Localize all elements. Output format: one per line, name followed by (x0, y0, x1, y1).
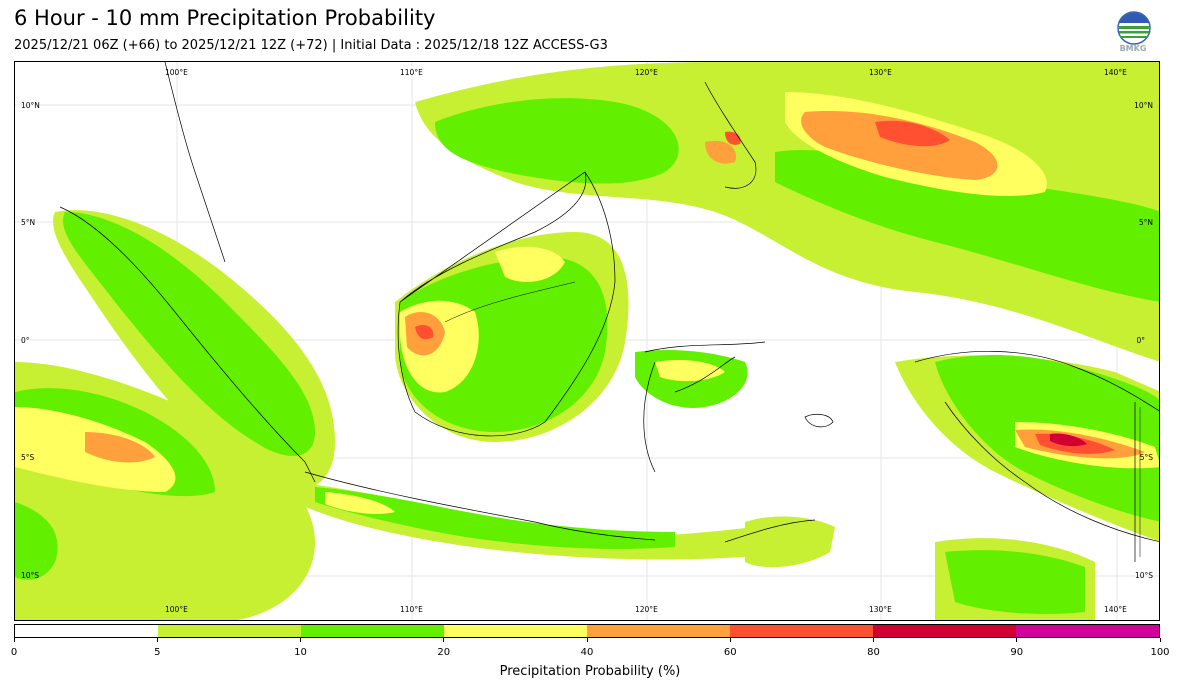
colorbar-segment (301, 625, 444, 637)
colorbar-tick-label: 40 (580, 647, 594, 658)
colorbar-tick-mark (156, 638, 158, 642)
colorbar-tick-mark (13, 638, 15, 642)
colorbar-tick-mark (586, 638, 588, 642)
chart-subtitle: 2025/12/21 06Z (+66) to 2025/12/21 12Z (… (14, 38, 608, 53)
precip-10-20-areas (15, 98, 1159, 614)
lat-label-left: 0° (21, 336, 30, 345)
coastlines (59, 62, 1159, 562)
colorbar-tick-label: 10 (294, 647, 307, 658)
colorbar-tick-label: 0 (10, 647, 18, 658)
colorbar-segment (444, 625, 587, 637)
colorbar-tick-mark (873, 638, 874, 642)
lat-label-right: 0° (1136, 336, 1145, 345)
lon-label-top: 140°E (1104, 68, 1127, 77)
lon-label-top: 100°E (165, 68, 188, 77)
colorbar-tick-label: 5 (154, 647, 161, 658)
country-borders (444, 281, 1141, 557)
colorbar-tick-mark (729, 638, 731, 642)
lat-label-right: 5°N (1138, 218, 1153, 227)
lon-label-bottom: 140°E (1104, 605, 1127, 614)
colorbar-tick-mark (1159, 638, 1161, 642)
lon-label-bottom: 110°E (400, 605, 423, 614)
colorbar-segment (873, 625, 1016, 637)
precip-80-90-areas (1050, 433, 1087, 447)
lon-label-bottom: 100°E (165, 605, 188, 614)
bmkg-logo-icon (1117, 11, 1151, 45)
colorbar-tick-label: 100 (1150, 647, 1170, 658)
lat-label-left: 10°N (21, 101, 40, 110)
colorbar-segment (15, 625, 158, 637)
chart-title: 6 Hour - 10 mm Precipitation Probability (14, 6, 436, 30)
map-canvas (15, 62, 1159, 620)
colorbar-label: Precipitation Probability (%) (499, 664, 681, 679)
lon-label-bottom: 120°E (635, 605, 658, 614)
logo-text: BMKG (1119, 44, 1147, 53)
colorbar-tick-label: 80 (867, 647, 880, 658)
colorbar-segment (587, 625, 730, 637)
lat-label-right: 5°S (1139, 453, 1153, 462)
colorbar (14, 624, 1160, 638)
colorbar-segment (158, 625, 301, 637)
lat-label-left: 5°S (21, 453, 35, 462)
colorbar-segment (730, 625, 873, 637)
colorbar-segment (1016, 625, 1159, 637)
lon-label-top: 110°E (400, 68, 423, 77)
lon-label-top: 130°E (869, 68, 892, 77)
lon-label-top: 120°E (635, 68, 658, 77)
colorbar-tick-mark (300, 638, 301, 642)
lat-label-right: 10°N (1134, 101, 1153, 110)
lat-label-right: 10°S (1134, 571, 1153, 580)
precipitation-map: 100°E 110°E 120°E 130°E 140°E 100°E 110°… (14, 61, 1160, 621)
colorbar-tick-mark (1016, 638, 1018, 642)
lat-label-left: 10°S (21, 571, 40, 580)
lon-label-bottom: 130°E (869, 605, 892, 614)
colorbar-tick-label: 90 (1010, 647, 1024, 658)
lat-label-left: 5°N (21, 218, 36, 227)
colorbar-tick-label: 20 (437, 647, 451, 658)
colorbar-tick-mark (443, 638, 445, 642)
colorbar-tick-label: 60 (723, 647, 737, 658)
